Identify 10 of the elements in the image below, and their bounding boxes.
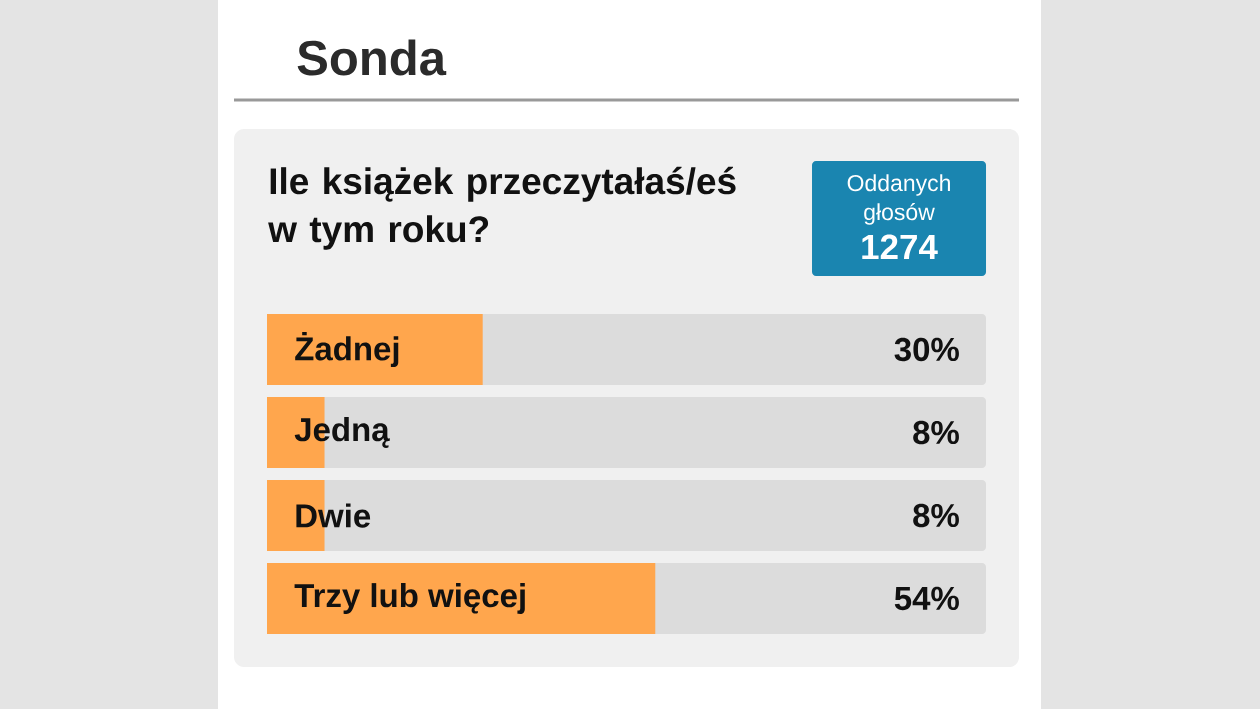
chart-title: Sonda [297,39,447,76]
chart-subtitle: Ile książek przeczytałaś/eś w tym roku? [268,166,736,250]
data-label: 30% [894,337,959,362]
data-label: 54% [894,586,959,611]
text: 1274 [862,234,938,259]
data-label: 8% [913,420,959,445]
text: Oddanych głosów [847,174,950,225]
y-tick-label: Żadnej [295,331,399,368]
data-label: 8% [913,503,959,528]
y-tick-label: Trzy lub więcej [294,583,525,614]
